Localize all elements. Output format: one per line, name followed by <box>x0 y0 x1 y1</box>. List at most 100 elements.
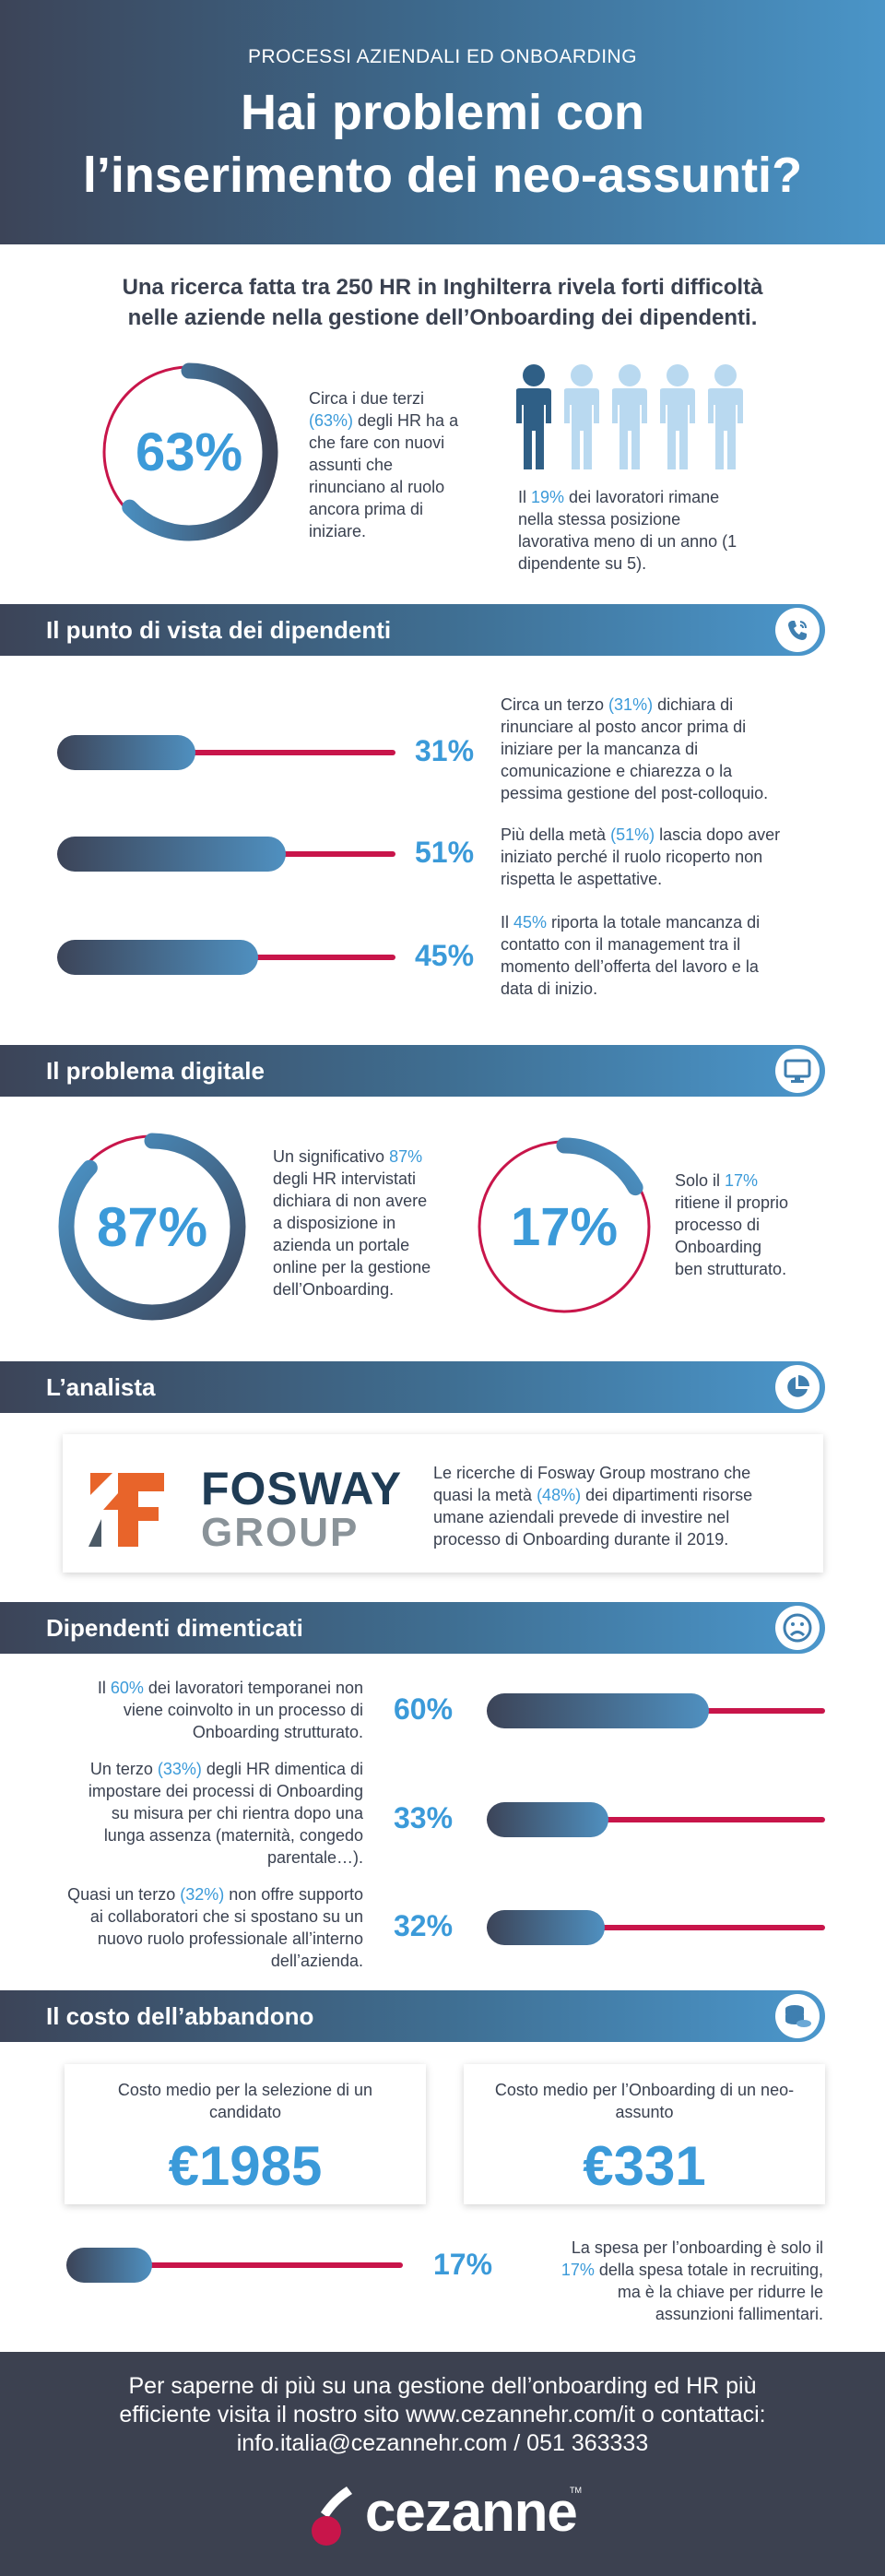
highlight: (48%) <box>537 1486 582 1504</box>
text-span: Un terzo <box>89 1760 158 1778</box>
text-line: parentale…). <box>266 1848 363 1867</box>
stat-percentage: 51% <box>415 836 475 869</box>
cezanne-logo[interactable]: cezanne TM <box>304 2476 582 2550</box>
text-line: Solo il 17% <box>675 1169 788 1192</box>
section-title: Dipendenti dimenticati <box>46 1614 303 1642</box>
stat-bar-fill <box>57 837 286 872</box>
text-line: 17% della spesa totale in recruiting, <box>561 2259 823 2281</box>
text-line: impostare dei processi di Onboarding <box>88 1782 363 1800</box>
text-line: ma è la chiave per ridurre le <box>617 2283 823 2301</box>
ring-87-graphic <box>58 1133 246 1321</box>
cezanne-logo-mark <box>312 2487 352 2546</box>
text-span: non offre supporto <box>224 1885 363 1904</box>
text-line: che fare con nuovi <box>309 433 445 452</box>
highlight: 17% <box>725 1171 759 1190</box>
text-line: momento dell’offerta del lavoro e la <box>501 957 759 976</box>
text-line: (63%) degli HR ha a <box>309 410 458 432</box>
text-line: ritiene il proprio <box>675 1193 789 1212</box>
stat19-text: Il 19% dei lavoratori rimane nella stess… <box>518 486 737 575</box>
text-line: rispetta le aspettative. <box>501 870 663 888</box>
text-span: degli HR dimentica di <box>201 1760 363 1778</box>
ring-87-arc <box>58 1133 246 1321</box>
footer-contact-line[interactable]: info.italia@cezannehr.com / 051 363333 <box>236 2430 649 2456</box>
person-icon <box>612 364 647 469</box>
cost-card-onboarding: Costo medio per l’Onboarding di un neo-a… <box>464 2064 825 2204</box>
text-line: pessima gestione del post-colloquio. <box>501 784 769 802</box>
ring-17: 17% <box>472 1134 656 1319</box>
stat-bar-line <box>487 1817 825 1822</box>
footer-link-line[interactable]: efficiente visita il nostro sito www.cez… <box>119 2402 766 2428</box>
text-line: iniziato perché il ruolo ricoperto non <box>501 848 763 866</box>
highlight: (31%) <box>608 695 654 714</box>
fosway-logo-subtext: GROUP <box>201 1510 360 1555</box>
text-span: degli HR ha a <box>353 411 459 430</box>
text-line: Più della metà (51%) lascia dopo aver <box>501 824 780 846</box>
text-line: processo di Onboarding durante il 2019. <box>433 1530 729 1549</box>
text-line: ai collaboratori che si spostano su un <box>89 1907 363 1926</box>
stat-percentage: 33% <box>394 1801 454 1834</box>
text-span: dichiara di <box>653 695 734 714</box>
coins-icon <box>775 1994 820 2038</box>
ring-63-value: 63% <box>135 421 243 482</box>
text-span: Un significativo <box>273 1147 390 1166</box>
section-title: Il problema digitale <box>46 1057 265 1085</box>
fosway-logo-text: FOSWAY <box>201 1463 403 1514</box>
text-line: assunti che <box>309 456 394 474</box>
text-line: Onboarding <box>675 1238 762 1256</box>
cezanne-wordmark: cezanne <box>365 2481 578 2543</box>
ring-17-value: 17% <box>510 1196 619 1257</box>
stat-bar-fill <box>487 1802 609 1837</box>
highlight: 45% <box>513 913 548 932</box>
text-line: data di inizio. <box>501 979 598 998</box>
text-span: riporta la totale mancanza di <box>547 913 761 932</box>
text-span: Il <box>501 913 514 932</box>
cost-bar-fill <box>66 2248 153 2283</box>
section-header-digitale: Il problema digitale <box>0 1045 825 1097</box>
text-span: dei dipartimenti risorse <box>581 1486 753 1504</box>
text-span: Più della metà <box>501 825 611 844</box>
text-line: Il 45% riporta la totale mancanza di <box>501 911 760 933</box>
stat-percentage: 60% <box>394 1692 454 1726</box>
text-line: lunga assenza (maternità, congedo <box>103 1826 363 1845</box>
page-title: Hai problemi con l’inserimento dei neo-a… <box>0 81 885 207</box>
highlight: 19% <box>531 488 565 506</box>
text-line: comunicazione e chiarezza o la <box>501 762 733 780</box>
ring-63: 63% <box>97 360 281 544</box>
text-span: quasi la metà <box>433 1486 537 1504</box>
stat-bar-fill <box>57 735 196 770</box>
text-line: dell’Onboarding. <box>273 1280 395 1299</box>
text-line: iniziare per la mancanza di <box>501 740 699 758</box>
stat-bar-fill <box>487 1693 709 1728</box>
text-line: su misura per chi rientra dopo una <box>111 1804 363 1822</box>
highlight: (63%) <box>309 411 354 430</box>
monitor-icon <box>775 1049 820 1093</box>
section-header-costo: Il costo dell’abbandono <box>0 1990 825 2042</box>
text-line: rinunciano al ruolo <box>309 478 445 496</box>
ring-63-graphic <box>100 362 278 541</box>
stat-text: Un terzo (33%) degli HR dimentica di impo… <box>88 1758 363 1869</box>
title-line-2: l’inserimento dei neo-assunti? <box>82 148 803 203</box>
text-line: La spesa per l’onboarding è solo il <box>571 2238 823 2257</box>
text-line: Quasi un terzo (32%) non offre supporto <box>67 1883 363 1905</box>
stat-bar-fill <box>57 940 259 975</box>
text-line: assunzioni fallimentari. <box>655 2305 823 2323</box>
text-line: processo di <box>675 1216 761 1234</box>
text-line: rinunciare al posto ancor prima di <box>501 718 747 736</box>
fosway-logo-mark <box>88 1473 164 1547</box>
text-line: quasi la metà (48%) dei dipartimenti ris… <box>433 1484 752 1506</box>
title-line-1: Hai problemi con <box>240 85 645 140</box>
text-line: iniziare. <box>309 522 367 540</box>
stat-bar-fill <box>487 1910 606 1945</box>
text-line: contatto con il management tra il <box>501 935 741 954</box>
intro-line-1: Una ricerca fatta tra 250 HR in Inghilte… <box>122 275 763 300</box>
text-span: Quasi un terzo <box>67 1885 181 1904</box>
text-line: dipendente su 5). <box>518 554 647 573</box>
text-span: Il <box>518 488 532 506</box>
person-icon <box>564 364 599 469</box>
phone-icon <box>775 608 820 652</box>
ring-87: 87% <box>55 1130 249 1324</box>
costo-text: La spesa per l’onboarding è solo il 17% … <box>561 2237 823 2325</box>
person-icon <box>516 364 551 469</box>
cost-caption: Costo medio per l’Onboarding di un neo-a… <box>494 2081 795 2121</box>
person-icon <box>708 364 743 469</box>
